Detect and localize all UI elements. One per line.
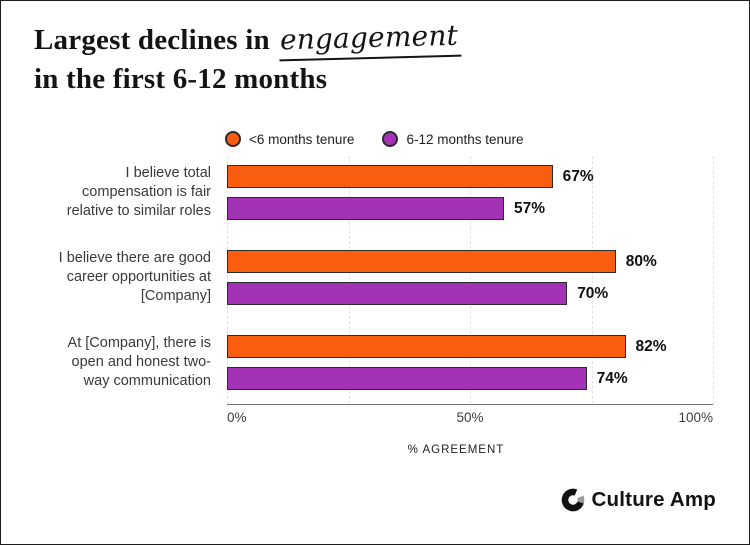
category-label-career-opportunities: I believe there are good career opportun… <box>31 249 211 306</box>
bar-row: 74% <box>227 367 713 390</box>
bar-value-label: 70% <box>577 284 609 302</box>
bar-purple-career <box>227 282 568 305</box>
gridline-75pct <box>591 156 593 404</box>
bar-value-label: 57% <box>514 199 546 217</box>
category-label-line: I believe total <box>125 165 211 181</box>
culture-amp-logomark-icon <box>561 488 584 512</box>
bar-orange-career <box>227 250 616 273</box>
bar-row: 80% <box>227 250 713 273</box>
category-label-communication: At [Company], there is open and honest t… <box>31 334 211 391</box>
page-title: Largest declines in engagement in the fir… <box>34 16 462 98</box>
culture-amp-logo: Culture Amp <box>561 488 716 512</box>
gridline-50pct <box>470 156 471 404</box>
title-line-1: Largest declines in engagement <box>34 16 462 62</box>
legend-dot-purple-icon <box>382 131 399 147</box>
plot-area: 67% 57% 80% 70% 82% 74% <box>227 156 714 405</box>
category-label-line: career opportunities at <box>66 269 211 285</box>
x-axis-title: % AGREEMENT <box>407 444 505 456</box>
bar-value-label: 82% <box>635 337 667 355</box>
title-line-2: in the first 6-12 months <box>34 63 328 95</box>
category-label-line: way communication <box>83 373 211 389</box>
bar-row: 57% <box>227 197 713 220</box>
legend-label: 6-12 months tenure <box>406 131 524 147</box>
bar-orange-compensation <box>227 165 553 188</box>
brand-name: Culture Amp <box>591 488 716 511</box>
legend-dot-orange-icon <box>225 131 241 147</box>
legend-item-under-6-months: <6 months tenure <box>225 131 354 147</box>
bar-purple-compensation <box>227 197 505 220</box>
legend-label: <6 months tenure <box>249 131 355 147</box>
category-label-line: compensation is fair <box>82 184 211 200</box>
x-tick-100: 100% <box>678 410 713 425</box>
category-label-line: I believe there are good <box>58 250 211 266</box>
x-tick-0: 0% <box>227 410 247 425</box>
gridline-0pct <box>227 156 228 404</box>
gridline-25pct <box>348 156 350 404</box>
legend-item-6-12-months: 6-12 months tenure <box>382 131 524 147</box>
gridline-100pct <box>713 156 714 404</box>
x-tick-50: 50% <box>456 410 484 425</box>
bar-value-label: 74% <box>596 369 628 387</box>
category-label-line: [Company] <box>140 288 211 304</box>
x-axis-ticks: 0% 50% 100% <box>227 410 713 426</box>
chart-legend: <6 months tenure 6-12 months tenure <box>225 131 524 147</box>
bar-orange-communication <box>227 335 626 358</box>
bar-row: 70% <box>227 282 713 305</box>
title-text: Largest declines in <box>34 24 270 56</box>
category-label-line: relative to similar roles <box>66 203 211 219</box>
category-label-line: open and honest two- <box>71 354 211 370</box>
bar-row: 82% <box>227 335 713 358</box>
category-label-line: At [Company], there is <box>67 335 211 351</box>
bar-row: 67% <box>227 165 713 188</box>
bar-value-label: 67% <box>562 167 594 185</box>
title-highlight-engagement: engagement <box>278 16 462 62</box>
category-label-compensation: I believe total compensation is fair rel… <box>31 164 211 221</box>
bar-purple-communication <box>227 367 587 390</box>
bar-value-label: 80% <box>625 252 657 270</box>
